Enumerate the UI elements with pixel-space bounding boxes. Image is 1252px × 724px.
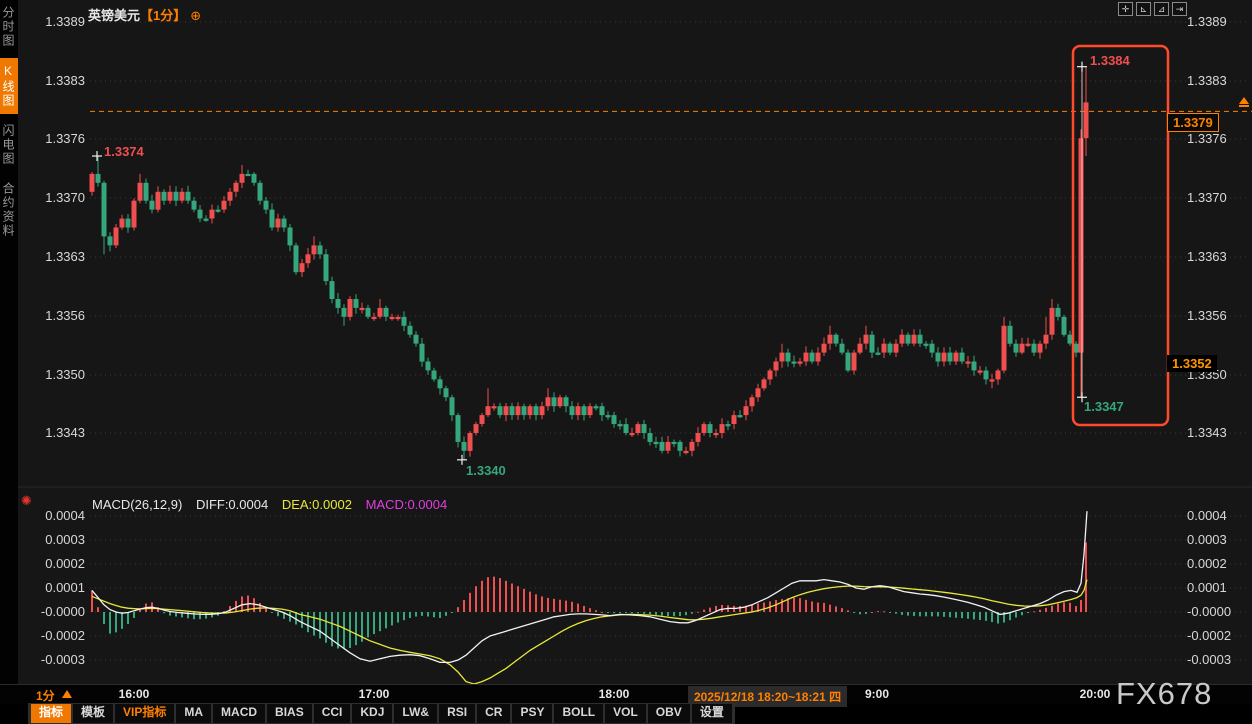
svg-text:1.3376: 1.3376 — [1187, 131, 1227, 146]
toolbar-item-VOL[interactable]: VOL — [605, 704, 646, 723]
svg-text:1.3376: 1.3376 — [45, 131, 85, 146]
time-label-2: 18:00 — [598, 687, 630, 701]
svg-text:0.0002: 0.0002 — [1187, 556, 1227, 571]
toolbar-item-MACD[interactable]: MACD — [213, 704, 266, 723]
chart-toolbar-icons: ✛ ⊾ ⊿ ⇥ — [1118, 2, 1187, 16]
date-range-tooltip: 2025/12/18 18:20~18:21 四 — [688, 686, 848, 707]
axis-arrow-icon[interactable]: ⊿ — [1154, 2, 1169, 16]
price-alert-flag-icon[interactable] — [1238, 97, 1250, 109]
secondary-price-tag: 1.3352 — [1167, 355, 1217, 372]
period-caret-icon[interactable] — [62, 690, 72, 698]
svg-text:0.0004: 0.0004 — [1187, 508, 1227, 523]
macd-dea-value: DEA:0.0002 — [281, 497, 352, 512]
current-price-tag: 1.3379 — [1167, 113, 1219, 132]
svg-text:1.3383: 1.3383 — [45, 73, 85, 88]
crosshair-icon[interactable]: ✛ — [1118, 2, 1133, 16]
svg-text:1.3370: 1.3370 — [45, 190, 85, 205]
svg-text:1.3363: 1.3363 — [1187, 249, 1227, 264]
toolbar-item-KDJ[interactable]: KDJ — [352, 704, 393, 723]
toolbar-item-CR[interactable]: CR — [477, 704, 511, 723]
macd-diff-value: DIFF:0.0004 — [195, 497, 269, 512]
svg-text:-0.0000: -0.0000 — [1187, 604, 1231, 619]
svg-text:-0.0003: -0.0003 — [41, 652, 85, 667]
time-label-0: 16:00 — [118, 687, 150, 701]
period-selector[interactable]: 1分 — [36, 689, 55, 703]
toolbar-item-设置[interactable]: 设置 — [691, 704, 732, 723]
macd-macd-value: MACD:0.0004 — [365, 497, 448, 512]
pan-right-icon[interactable]: ⇥ — [1172, 2, 1187, 16]
chart-type-sidebar: 分时图 K线图闪电图合约资料 — [0, 0, 18, 684]
macd-params: MACD(26,12,9) — [92, 497, 183, 512]
svg-text:1.3370: 1.3370 — [1187, 190, 1227, 205]
time-label-1: 17:00 — [358, 687, 390, 701]
svg-text:1.3356: 1.3356 — [1187, 308, 1227, 323]
symbol-name: 英镑美元 — [88, 8, 141, 23]
svg-text:1.3389: 1.3389 — [45, 14, 85, 29]
time-label-3: 9:00 — [864, 687, 890, 701]
axis-scale-icon[interactable]: ⊾ — [1136, 2, 1151, 16]
macd-header: MACD(26,12,9) DIFF:0.0004 DEA:0.0002 MAC… — [92, 497, 457, 512]
toolbar-item-BIAS[interactable]: BIAS — [267, 704, 312, 723]
svg-text:-0.0002: -0.0002 — [1187, 628, 1231, 643]
svg-text:1.3389: 1.3389 — [1187, 14, 1227, 29]
indicator-toolbar: 指标 模板 VIP指标 MA MACD BIAS CCI KDJ LW& RSI CR PSY BOLL… — [28, 703, 735, 724]
svg-text:1.3350: 1.3350 — [45, 367, 85, 382]
period-badge: 【1分】 — [140, 8, 187, 23]
svg-text:-0.0000: -0.0000 — [41, 604, 85, 619]
sidebar-tab-1[interactable]: K线图 — [0, 58, 18, 114]
toolbar-item-VIP指标[interactable]: VIP指标 — [115, 704, 175, 723]
svg-text:0.0002: 0.0002 — [45, 556, 85, 571]
sidebar-tab-0[interactable]: 分时图 — [1, 6, 15, 48]
toolbar-item-MA[interactable]: MA — [176, 704, 212, 723]
chart-title: 英镑美元【1分】 ⊕ — [88, 5, 201, 24]
time-label-4: 20:00 — [1079, 687, 1111, 701]
svg-text:1.3363: 1.3363 — [45, 249, 85, 264]
toolbar-item-BOLL[interactable]: BOLL — [554, 704, 604, 723]
svg-text:1.3343: 1.3343 — [45, 425, 85, 440]
sidebar-tab-3[interactable]: 合约资料 — [1, 182, 15, 238]
svg-text:0.0003: 0.0003 — [1187, 532, 1227, 547]
toolbar-item-PSY[interactable]: PSY — [512, 704, 553, 723]
svg-text:-0.0002: -0.0002 — [41, 628, 85, 643]
toolbar-item-LW&[interactable]: LW& — [394, 704, 438, 723]
toolbar-item-模板[interactable]: 模板 — [73, 704, 114, 723]
annotation-spike-high: 1.3384 — [1090, 53, 1130, 68]
annotation-spike-low: 1.3347 — [1084, 399, 1124, 414]
sidebar-tab-2[interactable]: 闪电图 — [1, 124, 15, 166]
svg-text:-0.0003: -0.0003 — [1187, 652, 1231, 667]
toolbar-item-CCI[interactable]: CCI — [313, 704, 351, 723]
time-axis: 1分 2025/12/18 18:20~18:21 四 16:00 17:00 18… — [0, 684, 1252, 707]
toolbar-item-OBV[interactable]: OBV — [647, 704, 690, 723]
toolbar-item-RSI[interactable]: RSI — [439, 704, 476, 723]
toolbar-item-指标[interactable]: 指标 — [31, 704, 72, 723]
svg-text:0.0004: 0.0004 — [45, 508, 85, 523]
svg-text:0.0001: 0.0001 — [45, 580, 85, 595]
annotation-session-low: 1.3340 — [466, 463, 506, 478]
svg-text:1.3383: 1.3383 — [1187, 73, 1227, 88]
brand-watermark: FX678 — [1116, 676, 1213, 711]
annotation-start-high: 1.3374 — [104, 144, 144, 159]
svg-text:1.3356: 1.3356 — [45, 308, 85, 323]
svg-text:0.0003: 0.0003 — [45, 532, 85, 547]
add-compare-icon[interactable]: ⊕ — [190, 8, 202, 23]
svg-text:1.3343: 1.3343 — [1187, 425, 1227, 440]
svg-text:0.0001: 0.0001 — [1187, 580, 1227, 595]
indicator-settings-icon[interactable]: ✺ — [21, 493, 32, 508]
